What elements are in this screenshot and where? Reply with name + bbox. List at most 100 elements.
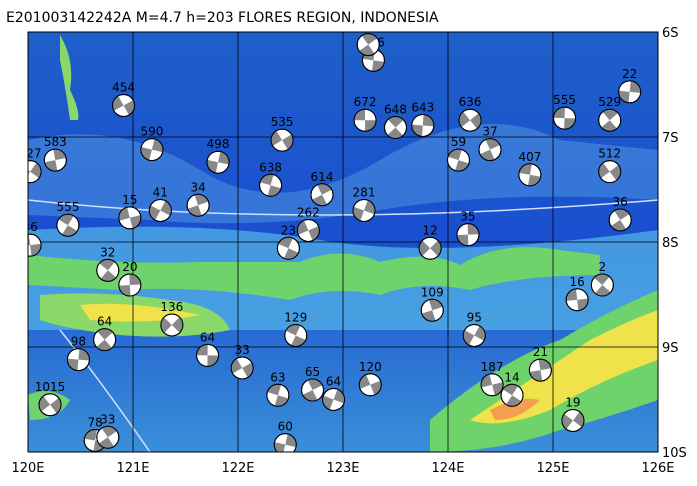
focal-mechanism (456, 223, 480, 247)
ball-quadrant (614, 208, 630, 220)
ball-rim (352, 199, 376, 222)
ball-quadrant (278, 237, 293, 249)
focal-mechanism (96, 258, 120, 282)
focal-mechanism (598, 108, 622, 132)
ball-quadrant (285, 433, 297, 448)
ball-rim (160, 313, 184, 337)
timor-peak (490, 398, 540, 420)
ball-quadrant (572, 411, 584, 428)
events: 6726486436366161849853563861428126223344… (19, 32, 642, 452)
ball-quadrant (274, 442, 286, 452)
ball-quadrant (553, 107, 565, 119)
focal-mechanism (301, 378, 325, 402)
focal-mechanism (618, 80, 642, 104)
ball-rim (322, 388, 346, 411)
ball-rim (118, 273, 142, 297)
ball-rim (608, 208, 632, 232)
ball-rim (356, 33, 380, 57)
ball-quadrant (285, 324, 301, 336)
ball-quadrant (430, 240, 442, 257)
ball-quadrant (459, 111, 471, 128)
ball-rim (196, 343, 220, 367)
ball-rim (447, 148, 470, 172)
event-depth-label: 65 (305, 365, 320, 379)
event-depth-label: 672 (354, 95, 377, 109)
ball-quadrant (123, 100, 135, 116)
ball-rim (140, 138, 164, 162)
x-tick-label: 121E (116, 461, 149, 476)
focal-mechanism (112, 94, 136, 117)
focal-mechanism (553, 106, 577, 130)
event-depth-label: 37 (482, 125, 497, 139)
event-depth-label: 78 (88, 415, 103, 429)
event-depth-label: 16 (570, 275, 585, 289)
event-depth-label: 64 (200, 330, 215, 344)
focal-mechanism (528, 358, 552, 382)
x-tick-label: 123E (326, 461, 359, 476)
focal-mechanism (43, 148, 67, 172)
ball-quadrant (564, 118, 576, 130)
event-depth-label: 136 (160, 300, 183, 314)
focal-mechanism (196, 343, 220, 367)
ball-rim (296, 218, 320, 242)
event-depth-label: 643 (411, 100, 434, 114)
focal-mechanism (118, 273, 142, 297)
focal-mechanism (352, 199, 376, 222)
ball-quadrant (371, 60, 385, 72)
focal-mechanism (447, 148, 470, 172)
islet (60, 35, 79, 120)
event-depth-label: 529 (598, 95, 621, 109)
focal-mechanism (458, 108, 482, 132)
ball-quadrant (30, 162, 42, 179)
focal-mechanism (284, 323, 308, 347)
ball-quadrant (78, 348, 90, 361)
ball-rim (259, 173, 283, 197)
ball-quadrant (519, 163, 532, 175)
ball-quadrant (282, 134, 294, 150)
ball-rim (93, 328, 117, 352)
ball-rim (528, 358, 552, 382)
ball-quadrant (112, 95, 124, 111)
plate-line (28, 199, 658, 216)
ball-rim (38, 393, 62, 417)
focal-mechanism (478, 138, 502, 162)
ball-rim (411, 113, 435, 137)
ball-rim (284, 323, 308, 347)
focal-mechanism (206, 150, 230, 174)
ball-quadrant (481, 374, 493, 388)
axes: 120E 121E 122E 123E 124E 125E 126E 6S 7S 8S 9S 10S (11, 26, 686, 476)
focal-mechanism (356, 33, 380, 57)
event-depth-label: 33 (235, 343, 250, 357)
focal-mechanism (500, 383, 524, 407)
ball-quadrant (474, 325, 486, 341)
event-depth-label: 21 (533, 345, 548, 359)
ball-quadrant (467, 223, 479, 235)
ball-quadrant (609, 165, 621, 181)
event-depth-label: 454 (112, 81, 135, 95)
ball-rim (112, 94, 136, 117)
ball-quadrant (118, 285, 131, 297)
ball-quadrant (492, 382, 504, 396)
ball-quadrant (361, 33, 378, 45)
event-depth-label: 63 (270, 370, 285, 384)
event-depth-label: 648 (384, 103, 407, 117)
ball-quadrant (470, 113, 482, 129)
ball-rim (66, 348, 90, 372)
ball-rim (518, 163, 542, 187)
ball-rim (118, 206, 142, 230)
event-depth-label: 41 (153, 186, 168, 200)
ball-rim (301, 378, 325, 402)
x-tick-label: 126E (641, 461, 674, 476)
focal-mechanism (518, 163, 542, 187)
ball-quadrant (387, 127, 404, 139)
ball-quadrant (527, 174, 541, 186)
event-depth-label: 555 (56, 200, 79, 214)
ball-quadrant (171, 317, 183, 333)
ball-rim (230, 356, 254, 380)
event-depth-label: 627 (19, 147, 42, 161)
ball-quadrant (456, 234, 469, 246)
ball-quadrant (566, 288, 578, 301)
ball-rim (618, 80, 642, 104)
ball-quadrant (387, 116, 404, 128)
frame (27, 31, 659, 453)
